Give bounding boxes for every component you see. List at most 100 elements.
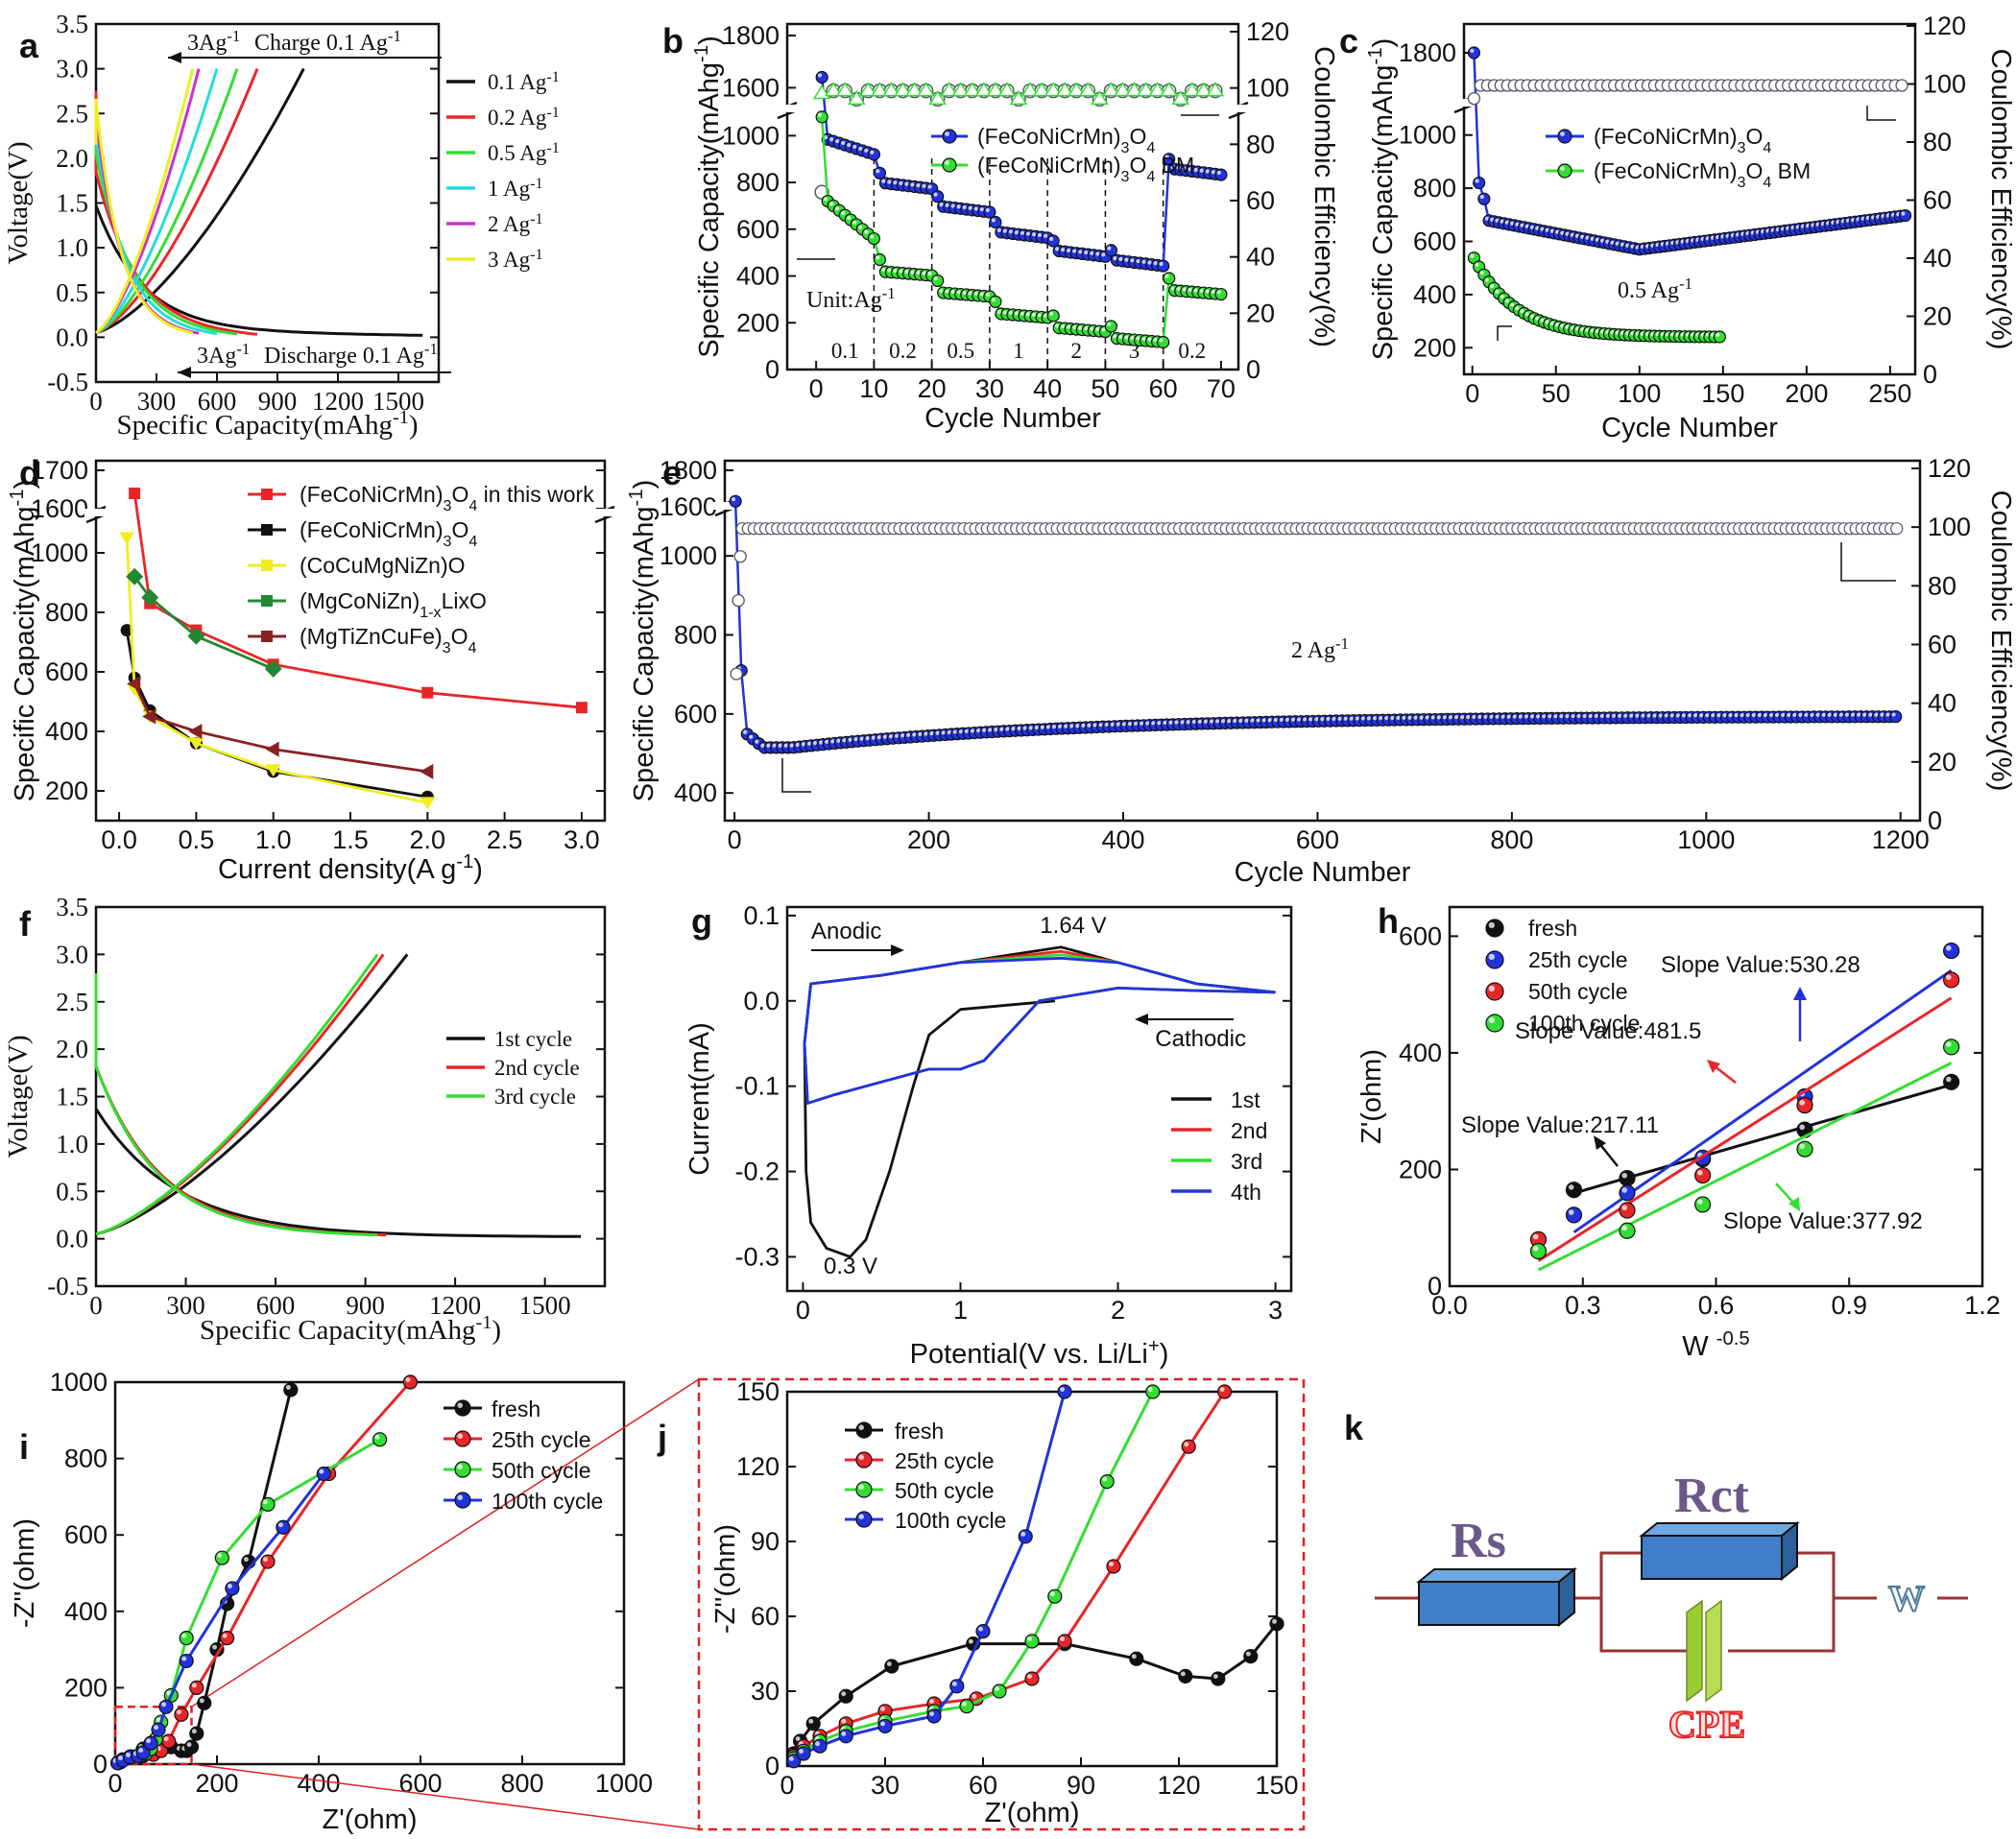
legend-label: 0.5 Ag-1 [488, 140, 560, 166]
data-point-highlight [1060, 1636, 1066, 1642]
label-segment: O [451, 482, 468, 507]
label-segment: (FeCoNiCrMn) [300, 482, 444, 507]
data-point [372, 1432, 388, 1447]
x-tick-label: 250 [1868, 379, 1911, 408]
y-tick-label: 1000 [722, 121, 780, 150]
label-segment: 0.1 Ag [488, 70, 547, 94]
label-segment: 3 Ag [488, 248, 531, 272]
data-point-highlight [1014, 311, 1020, 316]
capacity-point [931, 274, 945, 288]
data-point-highlight [1483, 714, 1488, 719]
ce-point [882, 82, 900, 97]
legend-label: fresh [895, 1419, 944, 1444]
data-point-highlight [1116, 722, 1120, 727]
x-tick-label: 0.6 [1698, 1291, 1735, 1320]
slope-label: Slope Value:481.5 [1515, 1018, 1701, 1044]
data-point-highlight [994, 728, 998, 732]
data-point-highlight [146, 1738, 152, 1744]
data-point-highlight [852, 220, 857, 225]
data-point-highlight [1022, 726, 1027, 730]
data-point-highlight [1500, 714, 1505, 719]
data-point-highlight [1488, 985, 1495, 991]
data-point-highlight [457, 1402, 464, 1408]
y-tick-label: 0.0 [56, 322, 88, 351]
data-point-highlight [1722, 713, 1727, 718]
y-tick-label: 1.5 [56, 1083, 88, 1111]
ce-point [951, 82, 971, 97]
data-point [179, 1653, 194, 1669]
data-point-highlight [1946, 974, 1952, 980]
label-segment: Discharge 0.1 Ag [264, 344, 424, 369]
legend-label: 3rd cycle [494, 1085, 576, 1109]
data-point [119, 532, 135, 545]
data-point [141, 588, 159, 607]
data-point-highlight [1611, 713, 1617, 718]
y-tick-label: 150 [736, 1377, 780, 1406]
x-tick-label: 2.5 [487, 825, 523, 854]
data-point-highlight [1314, 717, 1319, 722]
data-point-highlight [929, 1711, 934, 1717]
data-point-highlight [1027, 1674, 1033, 1680]
data-point-highlight [1844, 712, 1850, 717]
data-point [142, 708, 156, 725]
x-tick-label: 1 [953, 1296, 968, 1325]
data-point-highlight [924, 731, 928, 736]
data-point-highlight [1652, 713, 1657, 718]
legend-label: (FeCoNiCrMn)3O4 in this work [300, 482, 594, 514]
label-segment: (FeCoNiCrMn) [300, 517, 444, 542]
y-tick-label: 3.0 [56, 940, 88, 968]
data-point-highlight [842, 738, 847, 743]
panel-label-e: e [662, 453, 682, 492]
y-tick-label: 0.0 [743, 987, 780, 1015]
data-point-highlight [964, 728, 970, 733]
capacity-point [1473, 176, 1486, 190]
data-point-highlight [1504, 299, 1509, 303]
legend-label: (FeCoNiCrMn)3O4 BM [977, 153, 1194, 185]
data-point-highlight [968, 1638, 973, 1644]
data-point [838, 1688, 853, 1704]
data-point-highlight [1454, 715, 1459, 720]
resistor-rct [1641, 1535, 1783, 1580]
ce-point [905, 82, 924, 97]
data-point-highlight [1205, 169, 1210, 174]
charge-curve [95, 68, 195, 334]
data-point-highlight [1107, 322, 1112, 326]
y-tick-label: 1800 [1399, 38, 1456, 67]
data-point-highlight [1212, 1674, 1218, 1680]
data-point-highlight [1153, 261, 1158, 266]
ce-point [1114, 82, 1132, 97]
legend-marker [1485, 950, 1504, 969]
data-point-highlight [1520, 309, 1524, 314]
data-point-highlight [772, 743, 777, 748]
ce-point [824, 82, 843, 97]
data-point-highlight [1740, 712, 1744, 718]
data-point-highlight [1588, 713, 1593, 719]
data-point-highlight [1326, 716, 1331, 722]
slope-arrow [1775, 1182, 1796, 1206]
data-point [283, 1382, 299, 1397]
x-tick-label: 2.0 [410, 825, 446, 854]
axis-break-gap [593, 509, 616, 516]
data-point-highlight [1098, 723, 1103, 728]
legend-marker [1485, 982, 1504, 1001]
label-segment: ) [1368, 38, 1399, 48]
data-point-highlight [1211, 289, 1215, 295]
data-point [1181, 1439, 1196, 1454]
label-segment: 4 [1146, 139, 1155, 156]
label-segment: W [1682, 1331, 1716, 1362]
data-point [1529, 1242, 1548, 1260]
data-point-highlight [1641, 713, 1645, 718]
y-tick-label: 600 [45, 657, 88, 686]
y-tick-label: 1.0 [56, 1130, 88, 1158]
data-point-highlight [1495, 289, 1500, 294]
data-point-highlight [285, 1385, 291, 1390]
data-point [1129, 1651, 1144, 1666]
data-point-highlight [1002, 310, 1007, 315]
label-segment: -1 [424, 340, 438, 358]
data-point-highlight [1751, 712, 1756, 718]
legend-label: 50th cycle [895, 1478, 995, 1503]
data-point-highlight [1425, 715, 1429, 720]
y-tick-label: 2.0 [56, 1035, 88, 1063]
data-point-highlight [910, 270, 915, 275]
data-point [158, 1699, 174, 1714]
